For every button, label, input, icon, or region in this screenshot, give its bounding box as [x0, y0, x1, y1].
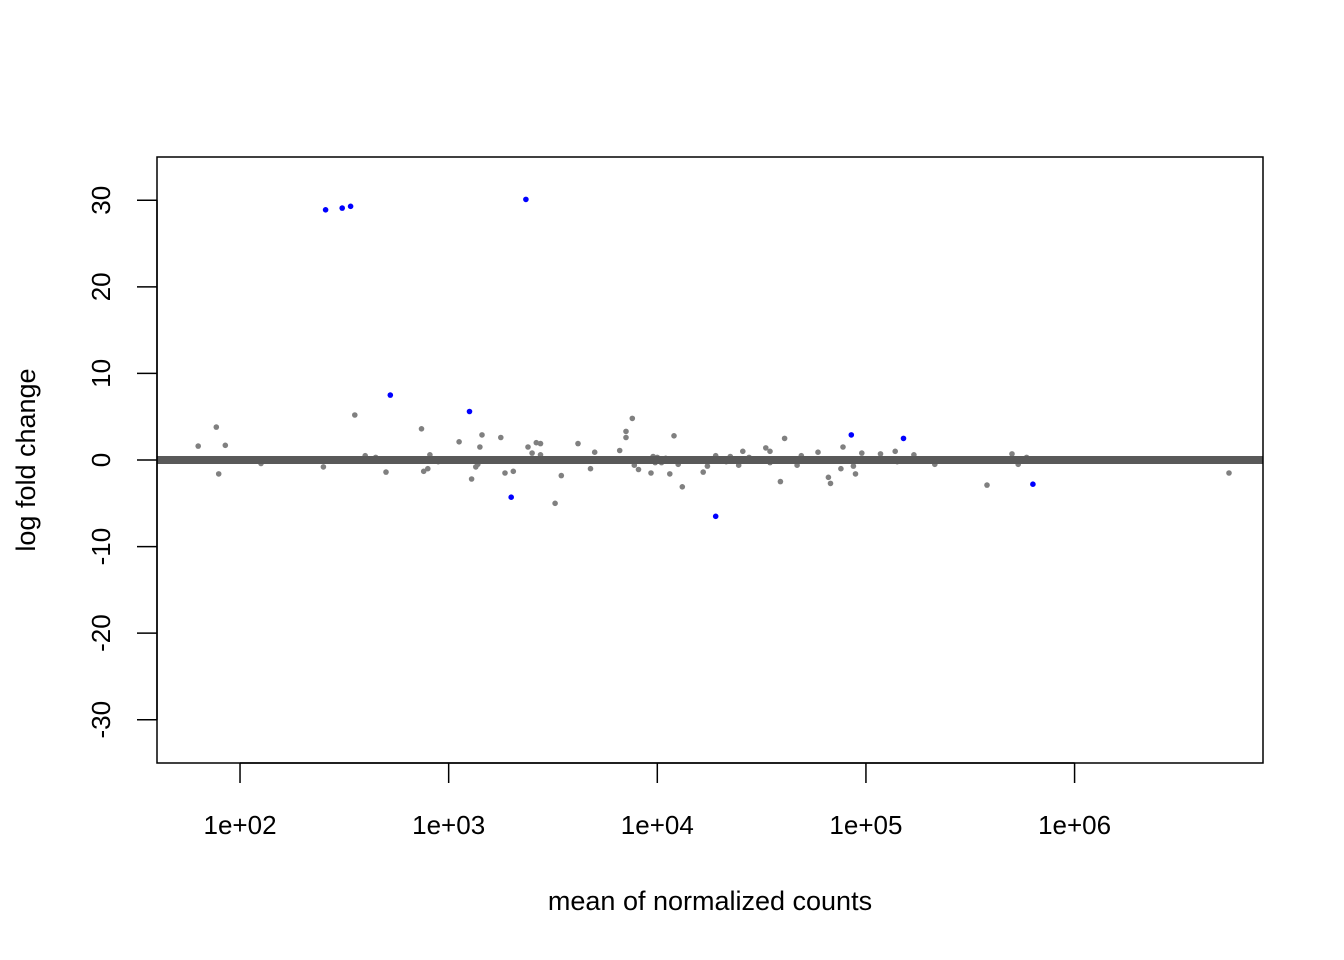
data-points — [195, 196, 1232, 520]
y-tick-label: -20 — [86, 614, 116, 652]
data-point-0-62 — [777, 478, 784, 485]
data-point-1-5 — [508, 494, 514, 501]
y-tick-label: 30 — [86, 186, 116, 215]
data-point-0-63 — [781, 435, 788, 442]
data-point-0-35 — [616, 447, 623, 454]
data-point-0-5 — [320, 464, 327, 470]
y-tick-label: 10 — [86, 359, 116, 388]
data-point-0-9 — [383, 469, 389, 475]
data-point-1-4 — [466, 408, 473, 415]
y-axis-title: log fold change — [11, 368, 41, 551]
data-point-0-72 — [852, 471, 859, 477]
data-point-0-32 — [587, 465, 594, 472]
data-point-0-38 — [629, 415, 636, 422]
data-point-0-23 — [510, 468, 517, 475]
y-tick-label: -30 — [86, 701, 116, 739]
y-axis: -30 -20 -10 0 10 20 30 — [86, 186, 158, 739]
data-point-0-12 — [425, 465, 431, 472]
data-point-0-33 — [591, 449, 598, 456]
x-tick-label: 1e+06 — [1038, 810, 1111, 840]
data-point-0-66 — [815, 449, 821, 456]
data-point-0-67 — [825, 474, 832, 481]
data-point-1-0 — [322, 207, 329, 213]
data-point-0-37 — [623, 434, 629, 441]
y-tick-label: -10 — [86, 528, 116, 566]
data-point-0-60 — [767, 448, 773, 455]
data-point-0-3 — [222, 442, 229, 449]
data-point-0-22 — [502, 470, 508, 476]
data-point-1-9 — [900, 435, 907, 442]
data-point-0-48 — [671, 433, 677, 439]
data-point-0-40 — [635, 466, 642, 473]
data-point-0-52 — [704, 463, 711, 469]
data-point-0-31 — [575, 440, 581, 447]
data-point-0-80 — [1009, 451, 1015, 457]
y-tick-label: 20 — [86, 272, 116, 301]
data-point-0-51 — [700, 469, 706, 475]
data-point-0-68 — [827, 480, 834, 487]
data-point-0-1 — [213, 424, 220, 430]
data-point-0-73 — [859, 450, 865, 456]
x-tick-label: 1e+02 — [204, 810, 277, 840]
data-point-0-59 — [763, 445, 769, 451]
data-point-1-7 — [712, 513, 719, 520]
data-point-0-57 — [740, 448, 746, 455]
data-point-0-26 — [533, 439, 540, 446]
data-point-1-3 — [387, 392, 394, 398]
data-point-0-2 — [215, 471, 222, 477]
data-point-0-47 — [667, 471, 673, 477]
data-point-0-21 — [498, 434, 504, 441]
data-point-0-29 — [552, 500, 558, 507]
data-point-0-25 — [529, 450, 535, 456]
data-point-0-41 — [648, 470, 654, 476]
data-point-0-0 — [195, 443, 201, 449]
data-point-0-79 — [984, 482, 990, 488]
data-point-0-50 — [679, 484, 686, 490]
data-point-0-75 — [892, 448, 898, 455]
data-point-0-10 — [418, 426, 425, 432]
data-point-0-15 — [456, 439, 462, 445]
data-point-0-70 — [840, 444, 846, 450]
data-point-1-1 — [339, 205, 346, 211]
y-tick-label: 0 — [86, 453, 116, 467]
data-point-0-19 — [477, 444, 483, 450]
data-point-0-83 — [1226, 470, 1232, 476]
data-point-0-30 — [558, 472, 565, 479]
x-tick-label: 1e+04 — [621, 810, 694, 840]
data-point-0-71 — [850, 463, 857, 469]
x-tick-label: 1e+03 — [412, 810, 485, 840]
data-point-0-16 — [468, 476, 475, 482]
data-point-1-10 — [1030, 481, 1036, 488]
data-point-0-27 — [537, 440, 544, 447]
x-axis: 1e+02 1e+03 1e+04 1e+05 1e+06 — [204, 762, 1111, 840]
data-point-0-36 — [623, 428, 629, 435]
x-axis-title: mean of normalized counts — [548, 886, 872, 916]
data-point-0-24 — [525, 444, 531, 450]
data-point-1-8 — [848, 432, 855, 438]
data-point-1-2 — [347, 203, 354, 210]
data-point-0-11 — [420, 468, 427, 475]
x-tick-label: 1e+05 — [829, 810, 902, 840]
data-point-0-6 — [352, 412, 358, 418]
data-point-1-6 — [523, 196, 529, 203]
data-point-0-74 — [877, 451, 884, 457]
data-point-0-69 — [838, 465, 844, 472]
data-point-0-20 — [479, 432, 485, 438]
